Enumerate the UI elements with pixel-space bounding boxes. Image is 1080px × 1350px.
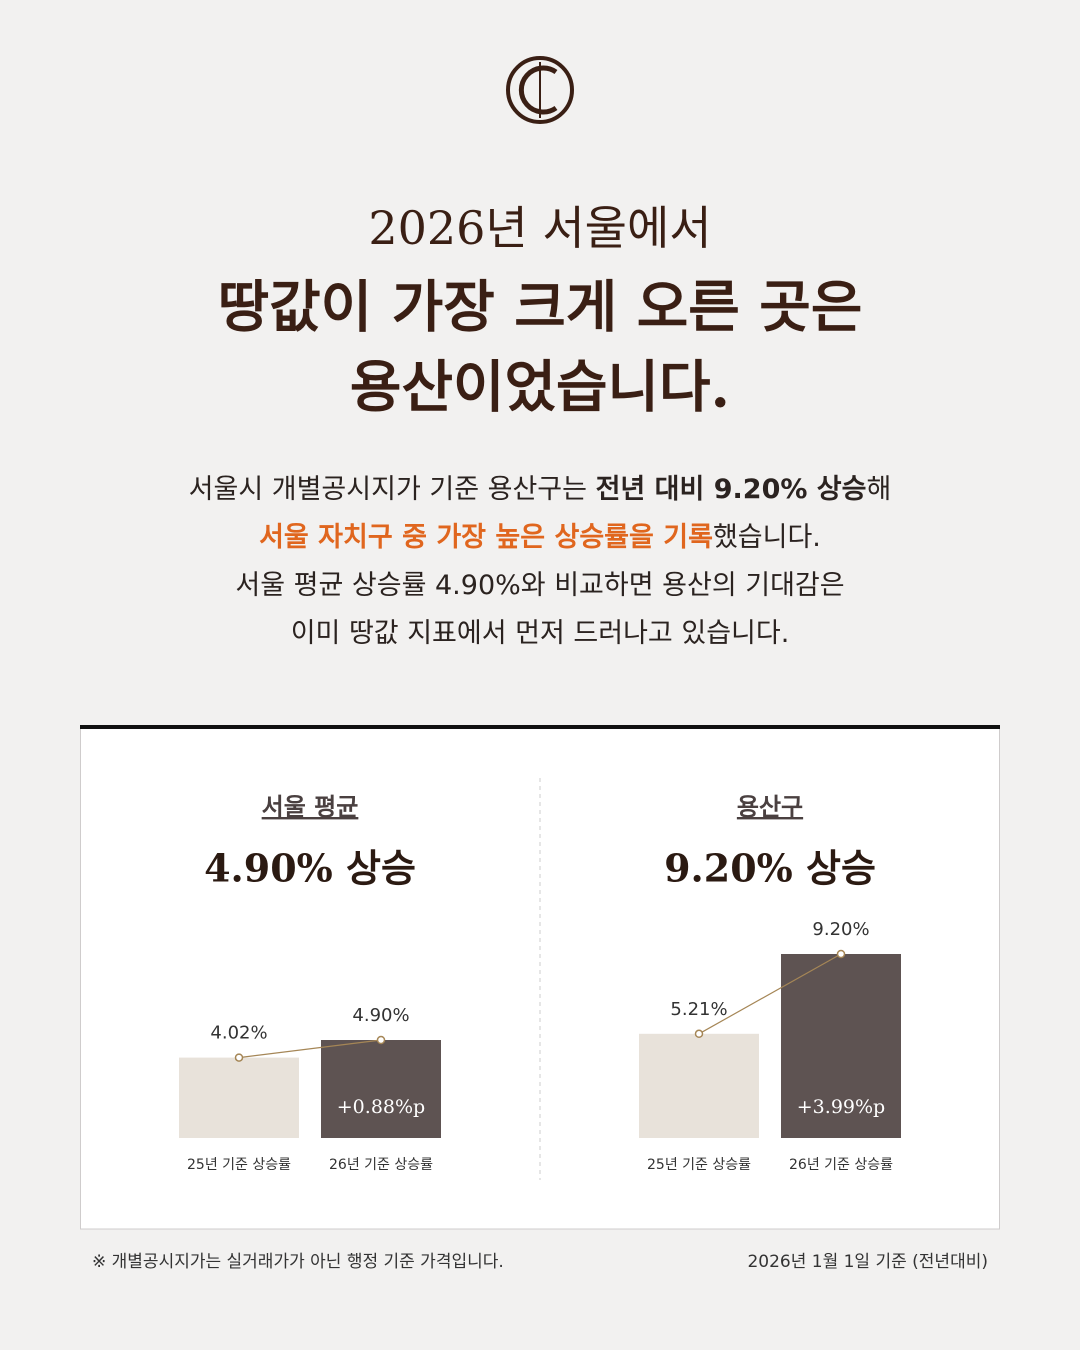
category-label: 26년 기준 상승률 bbox=[329, 1157, 433, 1173]
body-line: 서울시 개별공시지가 기준 용산구는 전년 대비 9.20% 상승해 bbox=[189, 474, 892, 505]
body-segment: 이미 땅값 지표에서 먼저 드러나고 있습니다. bbox=[291, 618, 790, 649]
bar bbox=[639, 1033, 759, 1138]
category-label: 25년 기준 상승률 bbox=[647, 1157, 751, 1173]
body-segment: 했습니다. bbox=[713, 522, 821, 553]
body-line: 서울 평균 상승률 4.90%와 비교하면 용산의 기대감은 bbox=[235, 570, 844, 601]
trend-point bbox=[234, 1053, 244, 1062]
trend-line bbox=[238, 1039, 382, 1059]
body-segment: 서울 자치구 중 가장 높은 상승률을 기록 bbox=[259, 522, 713, 553]
body-line: 서울 자치구 중 가장 높은 상승률을 기록했습니다. bbox=[259, 522, 821, 553]
change-annotation: +3.99%p bbox=[797, 1096, 885, 1118]
trend-point bbox=[376, 1035, 386, 1045]
body-segment: 해 bbox=[867, 474, 892, 505]
body-segment: 서울시 개별공시지가 기준 용산구는 bbox=[189, 474, 596, 505]
chart-subtitle: 9.20% 상승 bbox=[664, 846, 876, 891]
chart-subtitle: 4.90% 상승 bbox=[204, 846, 416, 891]
trend-point bbox=[836, 949, 846, 959]
headline-line: 용산이었습니다. bbox=[350, 355, 730, 421]
headline-line: 2026년 서울에서 bbox=[368, 201, 711, 255]
value-label: 4.90% bbox=[352, 1005, 409, 1026]
date-note: 2026년 1월 1일 기준 (전년대비) bbox=[747, 1252, 988, 1272]
body-segment: 전년 대비 9.20% 상승 bbox=[596, 474, 867, 505]
charts: 서울 평균 4.90% 상승 4.02% 25년 기준 상승률 4.90% 26년 기준 … bbox=[179, 793, 901, 1173]
trend-line bbox=[698, 953, 842, 1035]
trend-point bbox=[694, 1029, 704, 1039]
change-annotation: +0.88%p bbox=[337, 1096, 425, 1118]
value-label: 5.21% bbox=[670, 999, 727, 1020]
panel-top-border bbox=[80, 725, 1000, 729]
category-label: 26년 기준 상승률 bbox=[789, 1157, 893, 1173]
body-segment: 서울 평균 상승률 4.90%와 비교하면 용산의 기대감은 bbox=[235, 570, 844, 601]
chart-title: 서울 평균 bbox=[262, 793, 359, 821]
headline-line: 땅값이 가장 크게 오른 곳은 bbox=[218, 275, 863, 341]
logo bbox=[506, 56, 574, 124]
footnote: ※ 개별공시지가는 실거래가가 아닌 행정 기준 가격입니다. bbox=[92, 1252, 504, 1272]
value-label: 9.20% bbox=[812, 919, 869, 940]
body-line: 이미 땅값 지표에서 먼저 드러나고 있습니다. bbox=[291, 618, 790, 649]
bar bbox=[179, 1057, 299, 1138]
category-label: 25년 기준 상승률 bbox=[187, 1157, 291, 1173]
value-label: 4.02% bbox=[210, 1023, 267, 1044]
bar bbox=[781, 954, 901, 1138]
bar bbox=[321, 1040, 441, 1138]
chart-title: 용산구 bbox=[737, 793, 803, 821]
